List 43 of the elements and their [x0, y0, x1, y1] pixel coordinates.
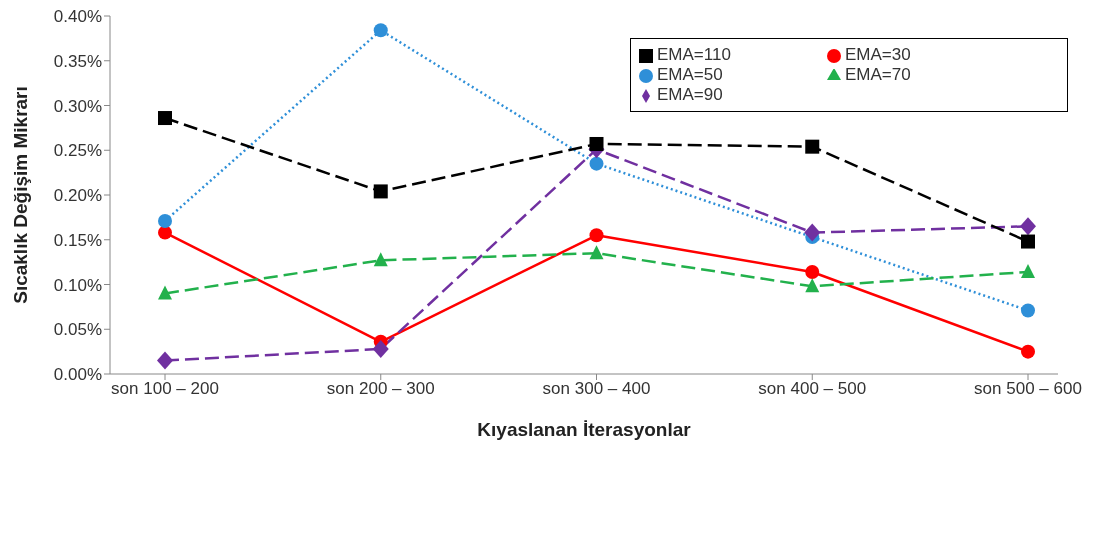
point — [589, 156, 604, 171]
point — [372, 339, 389, 358]
x-tick-label: son 200 – 300 — [326, 379, 435, 399]
y-tick-label: 0.30% — [53, 96, 102, 116]
point — [373, 23, 388, 38]
point — [1021, 303, 1035, 318]
point — [157, 351, 173, 370]
point — [805, 278, 820, 293]
point — [373, 184, 388, 199]
point — [589, 228, 604, 243]
y-tick-label: 0.25% — [53, 141, 102, 161]
y-tick-label: 0.35% — [53, 51, 102, 71]
point — [804, 223, 821, 242]
x-tick-label: son 400 – 500 — [758, 379, 867, 399]
x-axis-title: Kıyaslanan İterasyonlar — [477, 419, 692, 440]
point — [1021, 234, 1035, 249]
legend-label: EMA=30 — [845, 45, 912, 65]
legend-label: EMA=110 — [657, 45, 732, 65]
y-tick-label: 0.15% — [53, 230, 102, 250]
point — [158, 225, 172, 240]
point — [158, 213, 172, 228]
x-tick-label: son 300 – 400 — [542, 379, 651, 399]
x-tick-label: son 100 – 200 — [111, 379, 219, 399]
legend-label: EMA=50 — [657, 65, 724, 85]
y-tick-label: 0.10% — [53, 275, 102, 295]
point — [1021, 344, 1035, 359]
y-tick-label: 0.05% — [53, 320, 102, 340]
point — [1021, 263, 1035, 278]
y-tick-label: 0.20% — [53, 186, 102, 206]
point — [1020, 217, 1036, 236]
point — [373, 252, 388, 267]
point — [805, 264, 820, 279]
x-tick-label: son 500 – 600 — [974, 379, 1082, 399]
legend-label: EMA=90 — [657, 85, 724, 105]
point — [158, 111, 172, 126]
point — [589, 245, 604, 260]
y-tick-label: 0.00% — [53, 365, 102, 385]
legend-label: EMA=70 — [845, 65, 912, 85]
y-axis-title: Sıcaklık Değişim Mikrarı — [9, 86, 31, 304]
point — [158, 285, 172, 300]
point — [589, 136, 604, 151]
point — [805, 139, 820, 154]
y-tick-label: 0.40% — [53, 7, 102, 27]
